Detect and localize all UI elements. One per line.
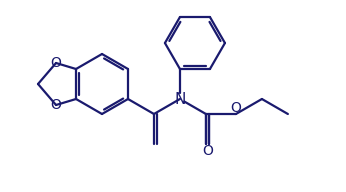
Text: O: O — [51, 98, 62, 112]
Text: O: O — [230, 101, 242, 115]
Text: N: N — [174, 92, 186, 107]
Text: O: O — [202, 144, 213, 158]
Text: O: O — [51, 56, 62, 70]
